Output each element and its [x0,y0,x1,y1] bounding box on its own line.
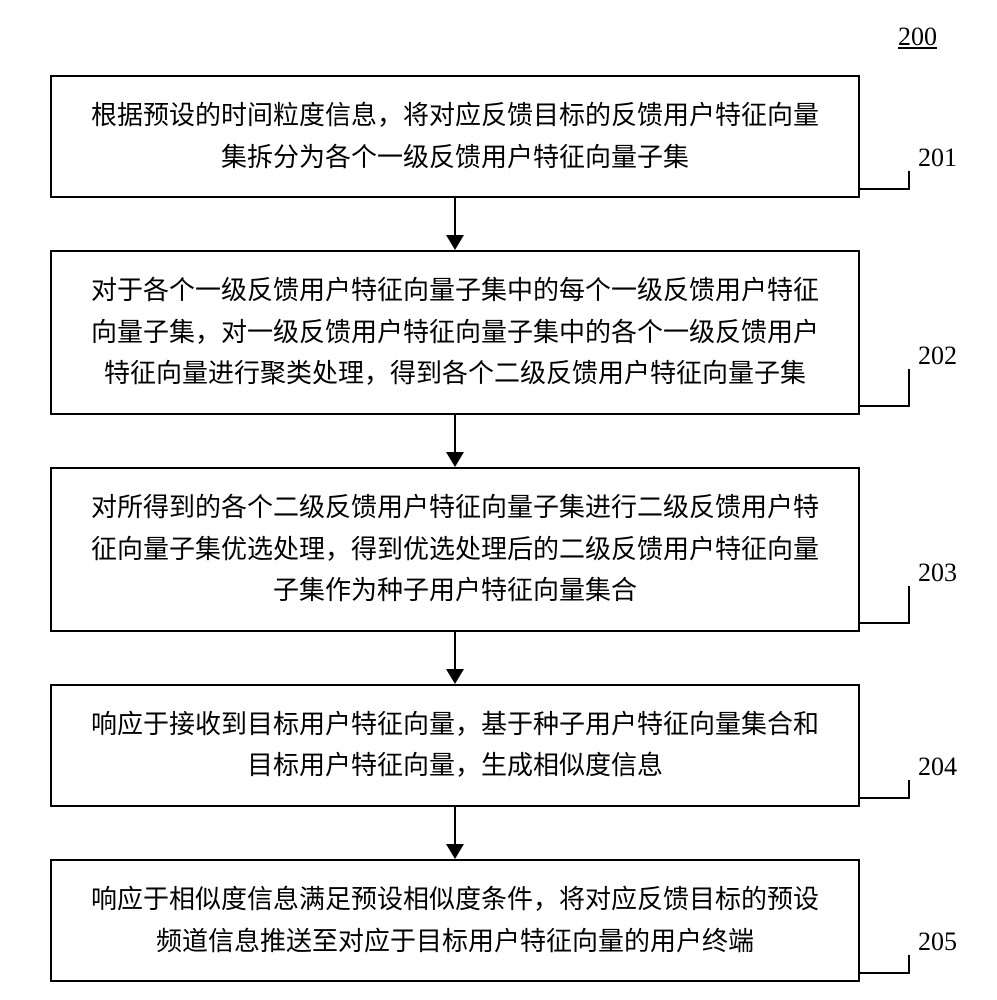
step-box-202: 对于各个一级反馈用户特征向量子集中的每个一级反馈用户特征向量子集，对一级反馈用户… [50,250,860,415]
label-connector-icon [908,586,910,622]
diagram-id-label: 200 [898,22,937,52]
arrow-connector [50,198,860,250]
connector-line [454,415,457,452]
label-connector-icon [860,972,910,974]
arrow-down-icon [446,452,464,467]
label-connector-icon [860,797,910,799]
label-connector-icon [860,622,910,624]
arrow-down-icon [446,235,464,250]
connector-line [454,198,457,235]
arrow-down-icon [446,844,464,859]
label-connector-icon [908,955,910,972]
step-box-204: 响应于接收到目标用户特征向量，基于种子用户特征向量集合和目标用户特征向量，生成相… [50,684,860,807]
step-label-202: 202 [918,341,957,371]
label-connector-icon [860,405,910,407]
connector-line [454,632,457,669]
label-connector-icon [860,188,910,190]
step-text: 根据预设的时间粒度信息，将对应反馈目标的反馈用户特征向量集拆分为各个一级反馈用户… [91,101,819,172]
flowchart-container: 根据预设的时间粒度信息，将对应反馈目标的反馈用户特征向量集拆分为各个一级反馈用户… [50,75,860,982]
step-box-205: 响应于相似度信息满足预设相似度条件，将对应反馈目标的预设频道信息推送至对应于目标… [50,859,860,982]
label-connector-icon [908,171,910,188]
step-text: 响应于接收到目标用户特征向量，基于种子用户特征向量集合和目标用户特征向量，生成相… [91,710,819,781]
step-box-203: 对所得到的各个二级反馈用户特征向量子集进行二级反馈用户特征向量子集优选处理，得到… [50,467,860,632]
step-text: 响应于相似度信息满足预设相似度条件，将对应反馈目标的预设频道信息推送至对应于目标… [91,885,819,956]
step-label-204: 204 [918,752,957,782]
step-text: 对于各个一级反馈用户特征向量子集中的每个一级反馈用户特征向量子集，对一级反馈用户… [91,276,819,388]
step-label-201: 201 [918,143,957,173]
step-box-201: 根据预设的时间粒度信息，将对应反馈目标的反馈用户特征向量集拆分为各个一级反馈用户… [50,75,860,198]
arrow-down-icon [446,669,464,684]
arrow-connector [50,415,860,467]
arrow-connector [50,807,860,859]
label-connector-icon [908,780,910,797]
label-connector-icon [908,369,910,405]
step-label-205: 205 [918,927,957,957]
connector-line [454,807,457,844]
step-label-203: 203 [918,558,957,588]
arrow-connector [50,632,860,684]
step-text: 对所得到的各个二级反馈用户特征向量子集进行二级反馈用户特征向量子集优选处理，得到… [91,493,819,605]
